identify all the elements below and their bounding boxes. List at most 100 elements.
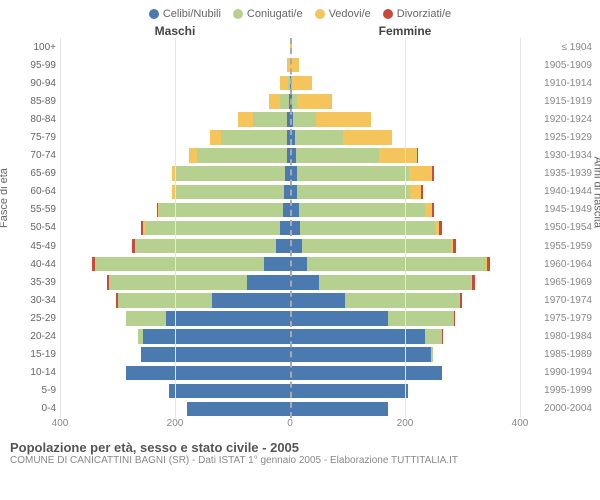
bar-segment	[425, 203, 432, 217]
bar-segment	[409, 166, 432, 180]
bar-segment	[189, 148, 198, 162]
legend-label: Divorziati/e	[397, 8, 451, 20]
birth-year-label: 1960-1964	[520, 255, 592, 273]
age-group-label: 15-19	[0, 346, 56, 364]
legend-dot-icon	[315, 9, 325, 19]
bar-segment	[276, 239, 290, 253]
legend-label: Vedovi/e	[329, 8, 371, 20]
age-group-label: 100+	[0, 38, 56, 56]
legend-dot-icon	[233, 9, 243, 19]
bar-segment	[253, 112, 288, 126]
y-axis-birth-years: ≤ 19041905-19091910-19141915-19191920-19…	[520, 38, 600, 418]
bar-segment	[297, 166, 409, 180]
bar-segment	[343, 130, 392, 144]
birth-year-label: 1985-1989	[520, 346, 592, 364]
population-pyramid-chart: Celibi/Nubili Coniugati/e Vedovi/e Divorzia…	[0, 0, 600, 500]
x-tick-label: 400	[512, 418, 529, 429]
legend-item: Celibi/Nubili	[149, 8, 221, 20]
age-group-label: 0-4	[0, 400, 56, 418]
column-headers: Maschi Femmine ≤ 1904	[0, 24, 600, 38]
bar-segment	[280, 76, 289, 90]
bar-segment	[439, 221, 442, 235]
bar-segment	[238, 112, 252, 126]
x-tick-label: 200	[167, 418, 184, 429]
birth-year-label: 1925-1929	[520, 128, 592, 146]
bar-segment	[432, 203, 434, 217]
chart-footer: Popolazione per età, sesso e stato civil…	[0, 434, 600, 466]
age-group-label: 25-29	[0, 309, 56, 327]
legend-item: Coniugati/e	[233, 8, 303, 20]
birth-year-label: 1995-1999	[520, 382, 592, 400]
birth-year-label: 1945-1949	[520, 201, 592, 219]
bar-segment	[187, 402, 291, 416]
age-group-label: 80-84	[0, 110, 56, 128]
bar-segment	[487, 257, 490, 271]
birth-year-label: 1915-1919	[520, 92, 592, 110]
age-group-label: 85-89	[0, 92, 56, 110]
bar-segment	[302, 239, 452, 253]
legend-dot-icon	[383, 9, 393, 19]
birth-year-label: 1910-1914	[520, 74, 592, 92]
birth-year-label: 1950-1954	[520, 219, 592, 237]
bar-segment	[95, 257, 265, 271]
birth-year-label: 1980-1984	[520, 328, 592, 346]
bar-segment	[247, 275, 290, 289]
age-group-label: 10-14	[0, 364, 56, 382]
bar-segment	[175, 185, 284, 199]
bar-segment	[425, 329, 442, 343]
bar-segment	[290, 347, 431, 361]
legend-item: Divorziati/e	[383, 8, 451, 20]
x-tick-label: 200	[397, 418, 414, 429]
bar-segment	[126, 311, 166, 325]
birth-year-label: 1905-1909	[520, 56, 592, 74]
bar-segment	[141, 347, 291, 361]
bar-segment	[472, 275, 475, 289]
chart-subtitle: COMUNE DI CANICATTINI BAGNI (SR) - Dati …	[10, 455, 590, 466]
x-tick-label: 400	[52, 418, 69, 429]
bar-segment	[295, 130, 344, 144]
bar-segment	[290, 275, 319, 289]
birth-year-label: 2000-2004	[520, 400, 592, 418]
bar-segment	[417, 148, 418, 162]
bar-segment	[169, 384, 290, 398]
bar-segment	[290, 311, 388, 325]
bars-area	[60, 38, 520, 418]
bar-segment	[143, 329, 290, 343]
age-group-label: 90-94	[0, 74, 56, 92]
birth-year-label: 1935-1939	[520, 165, 592, 183]
bar-segment	[460, 293, 462, 307]
birth-year-label: 1940-1944	[520, 183, 592, 201]
y-axis-age-groups: 100+95-9990-9485-8980-8475-7970-7465-696…	[0, 38, 60, 418]
legend-label: Coniugati/e	[247, 8, 303, 20]
bar-segment	[299, 203, 426, 217]
bar-segment	[300, 221, 435, 235]
birth-year-label: 1975-1979	[520, 309, 592, 327]
age-group-label: 95-99	[0, 56, 56, 74]
birth-year-label: 1990-1994	[520, 364, 592, 382]
gridline	[405, 38, 406, 418]
bar-segment	[290, 366, 442, 380]
header-female: Femmine	[290, 24, 520, 38]
center-line	[290, 38, 292, 418]
bar-segment	[432, 166, 434, 180]
bar-segment	[453, 239, 456, 253]
x-axis: 400 200 0 200 400	[0, 418, 600, 434]
bar-segment	[442, 329, 443, 343]
age-group-label: 70-74	[0, 147, 56, 165]
bar-segment	[379, 148, 416, 162]
birth-year-label: 1920-1924	[520, 110, 592, 128]
chart-title: Popolazione per età, sesso e stato civil…	[10, 440, 590, 455]
bar-segment	[307, 257, 485, 271]
bar-segment	[221, 130, 287, 144]
bar-segment	[109, 275, 247, 289]
birth-year-label: 1955-1959	[520, 237, 592, 255]
bar-segment	[210, 130, 222, 144]
age-group-label: 40-44	[0, 255, 56, 273]
bar-segment	[319, 275, 471, 289]
bar-segment	[290, 384, 408, 398]
bar-segment	[145, 221, 280, 235]
legend-item: Vedovi/e	[315, 8, 371, 20]
x-tick-label: 0	[287, 418, 293, 429]
age-group-label: 30-34	[0, 291, 56, 309]
bar-segment	[454, 311, 455, 325]
